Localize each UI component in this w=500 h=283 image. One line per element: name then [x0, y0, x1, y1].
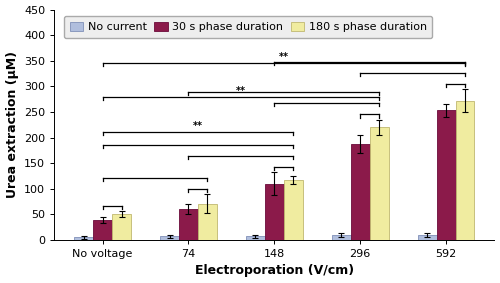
Legend: No current, 30 s phase duration, 180 s phase duration: No current, 30 s phase duration, 180 s p… [64, 16, 432, 38]
Bar [246, 236, 265, 240]
Bar [436, 110, 456, 240]
Bar [332, 235, 351, 240]
Bar [93, 220, 112, 240]
Bar [112, 214, 131, 240]
Text: **: ** [193, 121, 203, 131]
Bar [351, 144, 370, 240]
X-axis label: Electroporation (V/cm): Electroporation (V/cm) [195, 264, 354, 277]
Bar [74, 237, 93, 240]
Bar [198, 203, 217, 240]
Bar [179, 209, 198, 240]
Bar [284, 180, 302, 240]
Bar [456, 101, 474, 240]
Bar [370, 127, 388, 240]
Text: **: ** [279, 52, 289, 62]
Bar [418, 235, 436, 240]
Y-axis label: Urea extraction (μM): Urea extraction (μM) [6, 51, 18, 198]
Bar [160, 236, 179, 240]
Bar [265, 184, 284, 240]
Text: **: ** [236, 85, 246, 96]
